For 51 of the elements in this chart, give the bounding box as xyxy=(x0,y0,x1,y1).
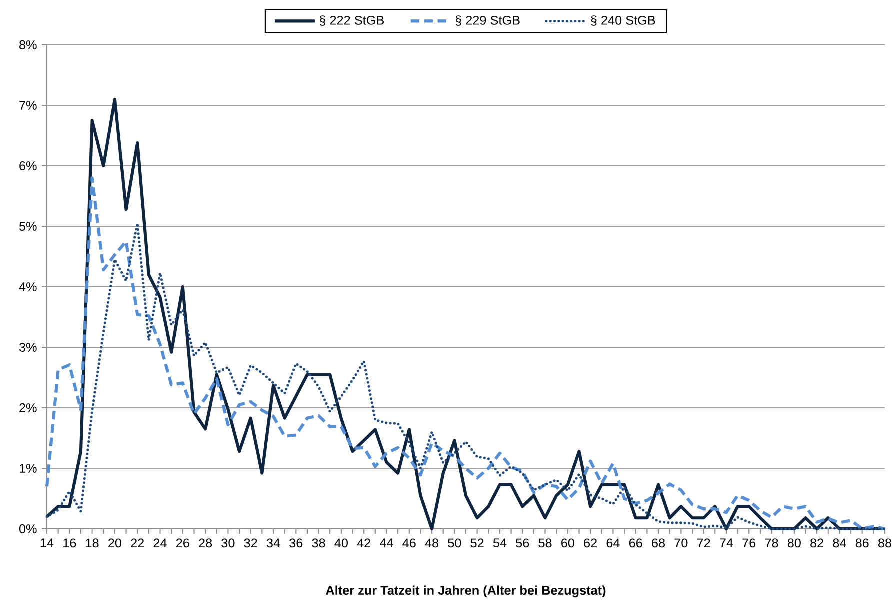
legend-label: § 240 StGB xyxy=(591,16,656,26)
x-tick-label: 54 xyxy=(493,538,507,548)
x-tick-label: 48 xyxy=(425,538,439,548)
x-tick-label: 36 xyxy=(290,538,303,548)
x-tick-label: 60 xyxy=(562,538,574,548)
x-tick-label: 70 xyxy=(674,538,688,548)
x-tick-label: 66 xyxy=(629,538,642,548)
y-tick-label: 5% xyxy=(19,222,37,231)
legend-label: § 229 StGB xyxy=(456,16,520,26)
x-tick-label: 34 xyxy=(266,538,280,548)
x-tick-label: 64 xyxy=(606,538,620,548)
y-tick-label: 2% xyxy=(20,404,37,412)
x-tick-label: 78 xyxy=(765,538,778,548)
x-tick-label: 68 xyxy=(652,538,666,548)
y-tick-label: 0% xyxy=(19,524,37,534)
x-tick-label: 16 xyxy=(64,538,76,548)
x-tick-label: 24 xyxy=(154,538,167,548)
x-tick-label: 62 xyxy=(584,538,597,548)
x-tick-label: 42 xyxy=(357,538,371,548)
x-axis-title: Alter zur Tatzeit in Jahren (Alter bei Bezugstat) xyxy=(326,586,606,598)
y-tick-label: 4% xyxy=(19,282,37,292)
x-tick-label: 52 xyxy=(470,538,484,548)
x-tick-label: 44 xyxy=(380,538,394,548)
x-tick-label: 74 xyxy=(720,538,734,548)
x-tick-label: 50 xyxy=(448,538,462,548)
x-tick-label: 40 xyxy=(334,538,348,548)
x-tick-label: 84 xyxy=(833,538,846,548)
x-tick-label: 28 xyxy=(199,538,212,548)
x-tick-label: 76 xyxy=(742,538,756,548)
y-tick-label: 8% xyxy=(20,40,37,50)
x-tick-label: 38 xyxy=(312,538,326,548)
x-tick-label: 72 xyxy=(697,538,710,548)
y-tick-label: 3% xyxy=(19,343,37,352)
x-tick-label: 18 xyxy=(86,538,99,548)
x-tick-label: 88 xyxy=(878,538,892,548)
y-tick-label: 7% xyxy=(20,101,37,110)
x-tick-label: 80 xyxy=(788,538,801,548)
x-tick-label: 58 xyxy=(538,538,552,548)
x-tick-label: 86 xyxy=(856,538,869,548)
x-tick-label: 14 xyxy=(40,538,54,548)
x-tick-label: 56 xyxy=(516,538,530,548)
x-tick-label: 26 xyxy=(176,538,190,548)
x-tick-label: 46 xyxy=(402,538,416,548)
y-tick-label: 1% xyxy=(20,464,37,473)
x-tick-label: 32 xyxy=(244,538,258,548)
x-tick-label: 22 xyxy=(131,538,144,548)
x-tick-label: 20 xyxy=(108,538,122,548)
x-tick-label: 30 xyxy=(222,538,235,548)
x-tick-label: 82 xyxy=(810,538,824,548)
legend-label: § 222 StGB xyxy=(320,16,384,26)
y-tick-label: 6% xyxy=(20,162,37,170)
